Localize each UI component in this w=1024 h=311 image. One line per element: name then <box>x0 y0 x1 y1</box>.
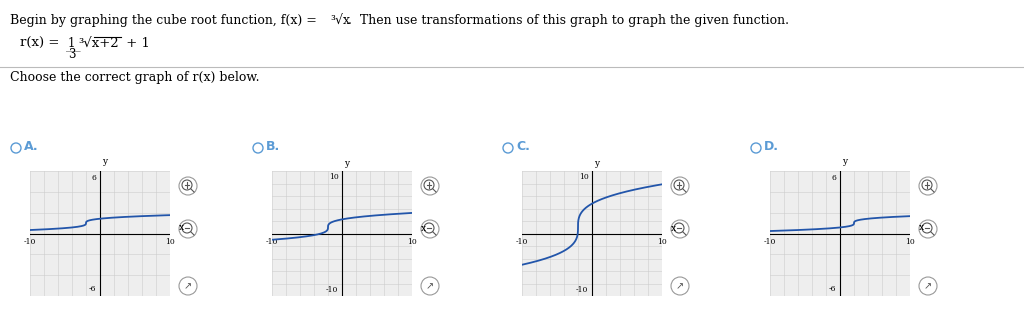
Text: 6: 6 <box>91 174 96 182</box>
Text: 3: 3 <box>68 48 76 61</box>
Text: A.: A. <box>24 141 39 154</box>
Text: -6: -6 <box>829 285 837 293</box>
Text: r(x) =: r(x) = <box>20 37 59 50</box>
Text: D.: D. <box>764 141 779 154</box>
Text: 10: 10 <box>579 173 589 181</box>
Text: C.: C. <box>516 141 529 154</box>
Text: -10: -10 <box>764 239 776 247</box>
Text: x: x <box>919 223 924 232</box>
Text: ³√x: ³√x <box>330 14 350 27</box>
Text: x: x <box>421 224 426 233</box>
Text: y: y <box>102 157 108 166</box>
Text: ↗: ↗ <box>924 281 932 291</box>
Text: Choose the correct graph of r(x) below.: Choose the correct graph of r(x) below. <box>10 71 259 84</box>
Text: -10: -10 <box>24 239 36 247</box>
Text: -10: -10 <box>516 239 528 247</box>
Text: ___: ___ <box>66 43 81 52</box>
Text: ³√x+2: ³√x+2 <box>78 37 119 50</box>
Text: 6: 6 <box>831 174 837 182</box>
Text: ↗: ↗ <box>676 281 684 291</box>
Text: Begin by graphing the cube root function, f(x) =: Begin by graphing the cube root function… <box>10 14 321 27</box>
Text: ↗: ↗ <box>426 281 434 291</box>
Text: 1: 1 <box>68 37 76 50</box>
Text: -10: -10 <box>577 286 589 294</box>
Text: y: y <box>842 157 847 166</box>
Text: 10: 10 <box>408 239 417 247</box>
Text: 10: 10 <box>165 239 175 247</box>
Text: + 1: + 1 <box>122 37 150 50</box>
Text: x: x <box>178 223 183 232</box>
Text: -6: -6 <box>89 285 96 293</box>
Text: 10: 10 <box>905 239 914 247</box>
Text: y: y <box>594 159 599 168</box>
Text: y: y <box>344 159 349 168</box>
Text: ↗: ↗ <box>184 281 193 291</box>
Text: -10: -10 <box>266 239 279 247</box>
Text: 10: 10 <box>329 173 339 181</box>
Text: .  Then use transformations of this graph to graph the given function.: . Then use transformations of this graph… <box>348 14 790 27</box>
Text: -10: -10 <box>326 286 339 294</box>
Text: x: x <box>671 224 676 233</box>
Text: 10: 10 <box>657 239 667 247</box>
Text: B.: B. <box>266 141 281 154</box>
